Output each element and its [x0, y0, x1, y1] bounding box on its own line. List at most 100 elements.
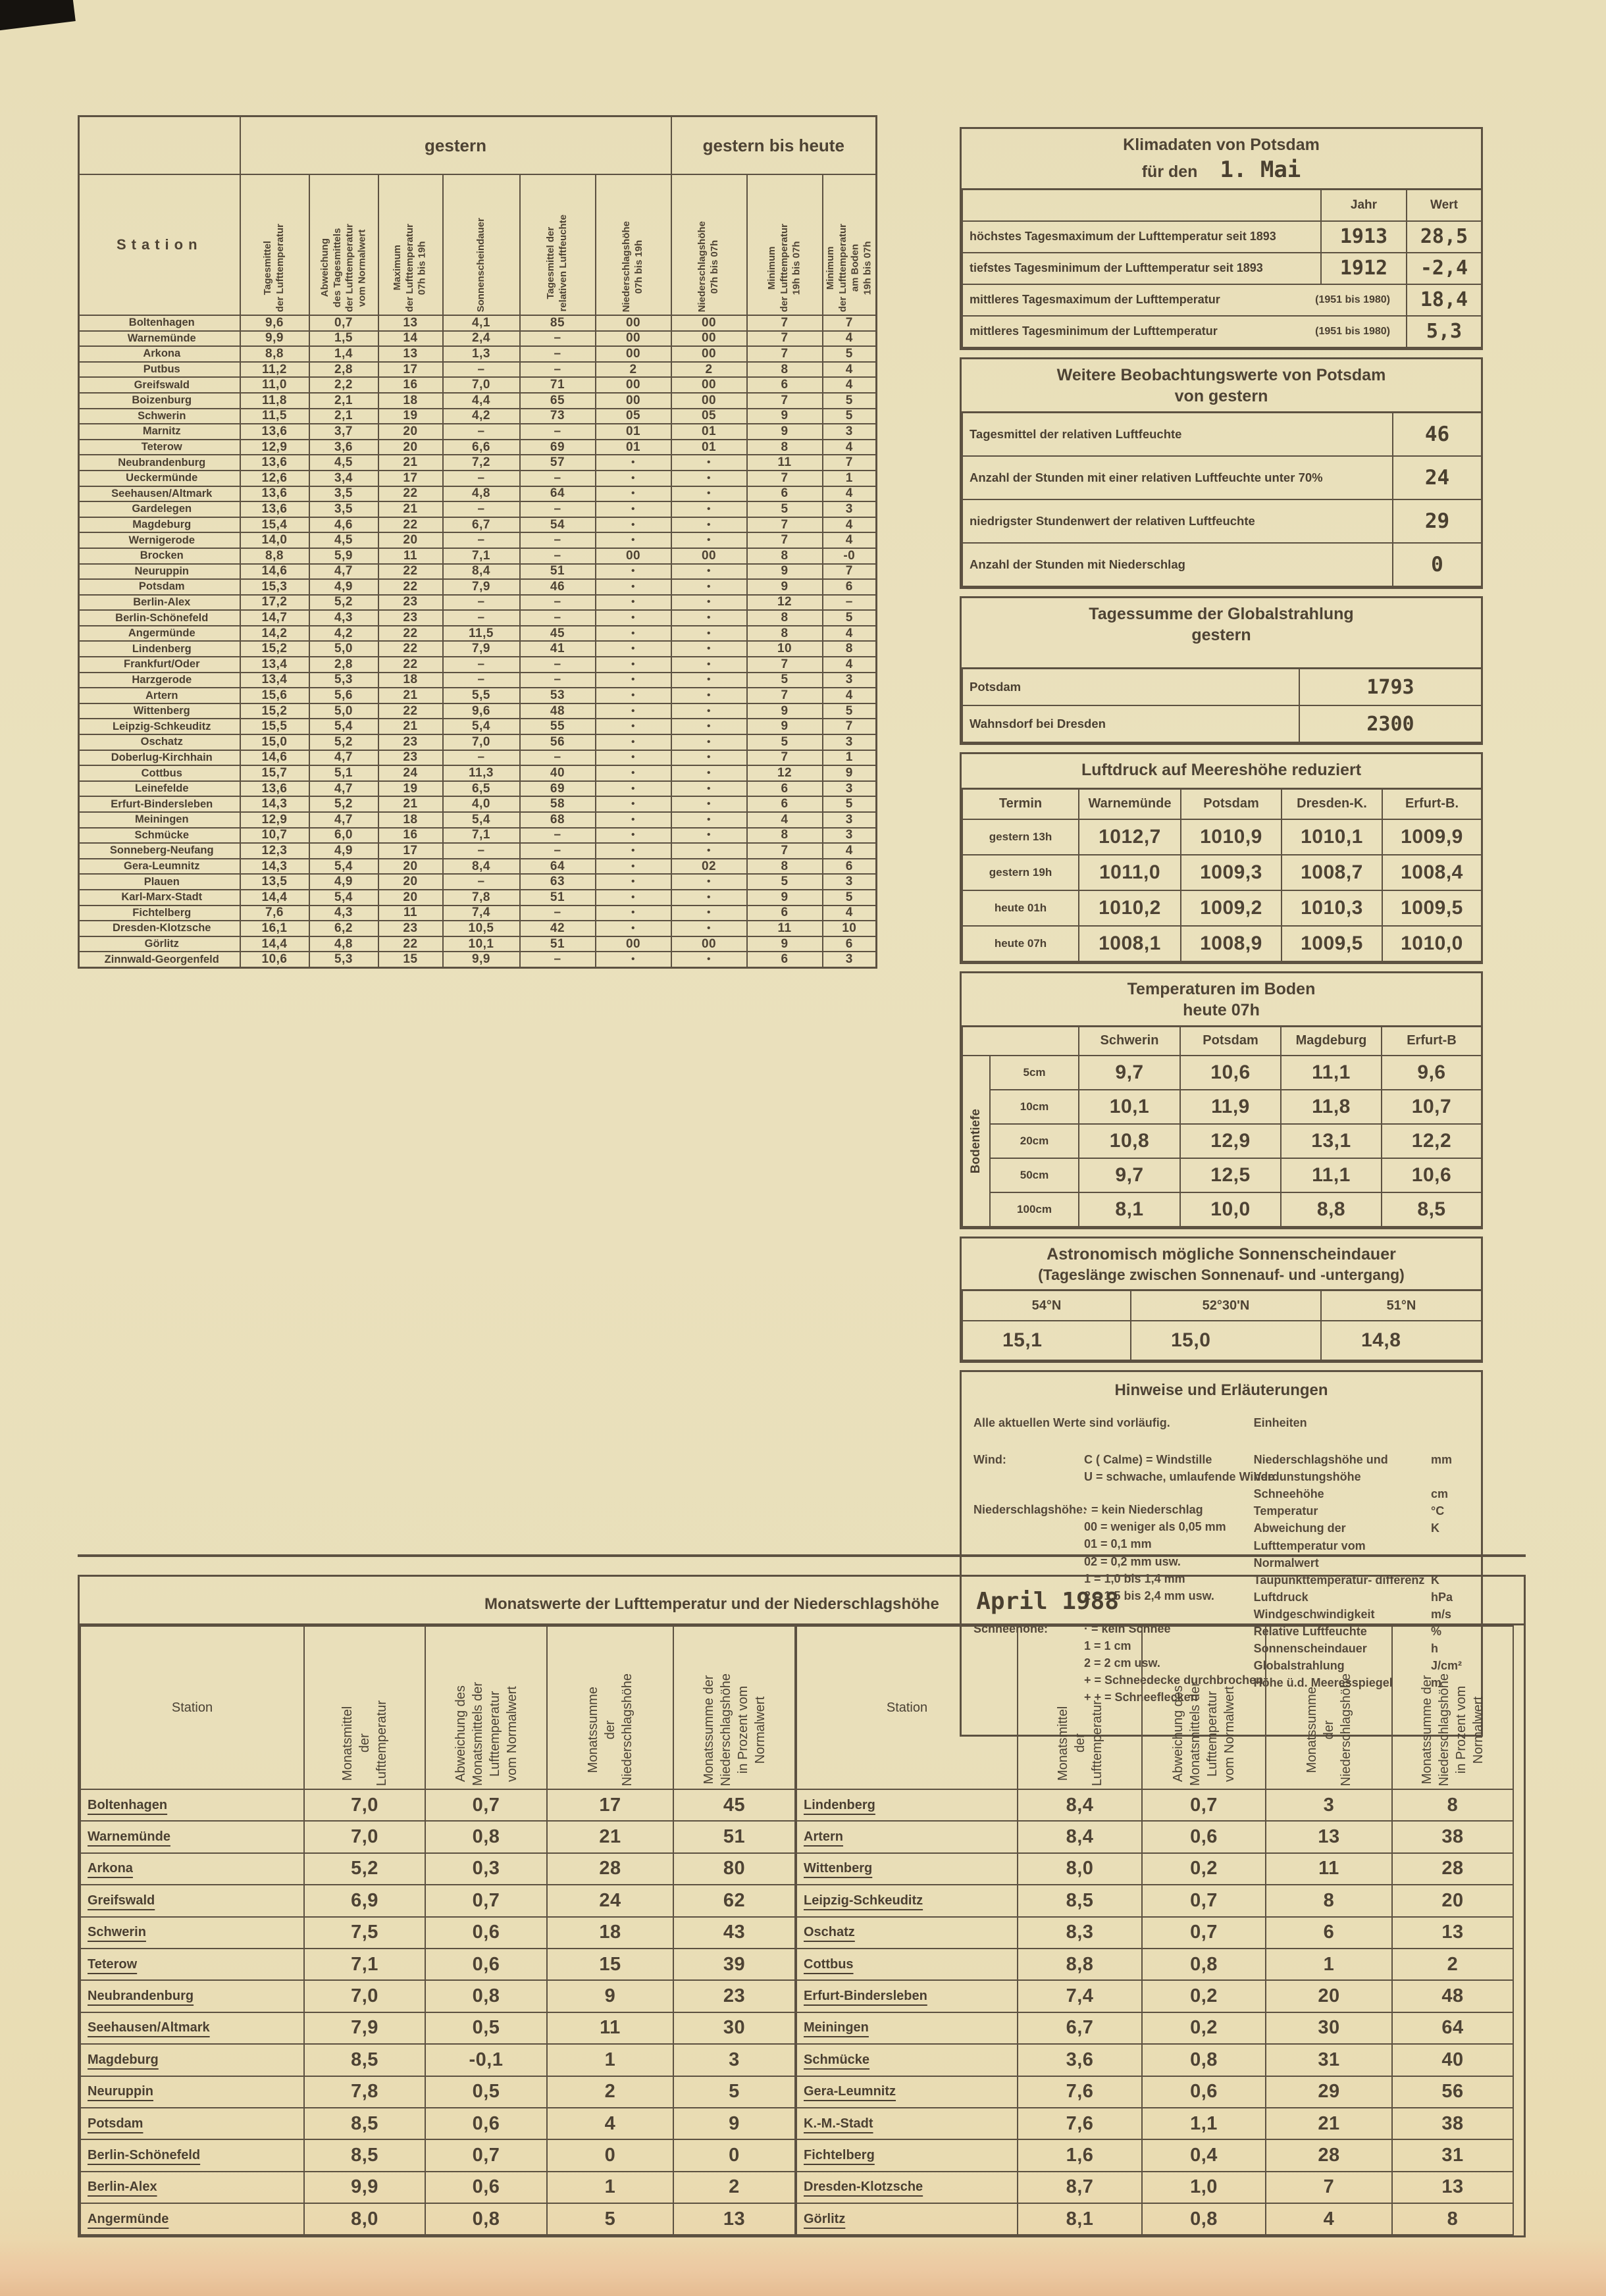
table-row: Meiningen 12,9 4,7 18 5,4 68 • • 4 3 — [78, 811, 877, 829]
value-cell: 13 — [377, 315, 444, 332]
value-cell: 4 — [821, 842, 877, 859]
value-cell: 7,6 — [1017, 2075, 1143, 2108]
globalstrahlung-title: Tagessumme der Globalstrahlung — [1089, 605, 1354, 623]
value-cell: – — [442, 749, 521, 767]
station-cell: Görlitz — [78, 935, 241, 953]
value-cell: 5 — [746, 501, 823, 518]
sonne-header-row: 54°N 52°30'N 51°N — [962, 1289, 1482, 1321]
value-cell: 1,5 — [308, 330, 379, 347]
station-cell: Lindenberg — [78, 640, 241, 658]
value-cell: 62 — [673, 1884, 796, 1918]
observation-label: Anzahl der Stunden mit einer relativen L… — [962, 455, 1393, 500]
value-cell: – — [442, 842, 521, 859]
soil-temp-value: 8,1 — [1078, 1191, 1181, 1227]
pressure-value: 1010,3 — [1281, 889, 1383, 927]
value-cell: • — [670, 873, 748, 890]
value-cell: 11,5 — [239, 407, 310, 425]
soil-temp-value: 10,7 — [1381, 1088, 1482, 1125]
luftdruck-row: gestern 13h 1012,7 1010,9 1010,1 1009,9 — [962, 818, 1482, 855]
value-cell: 5 — [821, 796, 877, 813]
value-cell: • — [670, 811, 748, 829]
value-cell: 6,7 — [1017, 2011, 1143, 2045]
unit-label: Windgeschwindigkeit — [1253, 1607, 1375, 1621]
value-cell: 24 — [377, 765, 444, 782]
unit-symbol: hPa — [1431, 1590, 1453, 1604]
station-cell: Zinnwald-Georgenfeld — [78, 951, 241, 969]
jahr-header: Jahr — [1320, 188, 1407, 222]
value-cell: • — [670, 687, 748, 704]
value-cell: 7 — [746, 469, 823, 487]
value-cell: 18 — [377, 671, 444, 689]
klimadaten-row: tiefstes Tagesminimum der Lufttemperatur… — [962, 251, 1482, 285]
boden-row: 100cm 8,1 10,0 8,8 8,5 — [962, 1191, 1482, 1227]
value-cell: 64 — [1391, 2011, 1514, 2045]
station-cell: Görlitz — [796, 2203, 1018, 2236]
table-row: Potsdam 8,5 0,6 4 9 — [80, 2106, 796, 2141]
value-cell: 0,8 — [425, 2203, 548, 2236]
value-cell: 23 — [377, 920, 444, 937]
value-cell: 28 — [1391, 1852, 1514, 1886]
table-row: Schwerin 11,5 2,1 19 4,2 73 05 05 9 5 — [78, 407, 877, 425]
klimadaten-subtitle: für den 1. Mai — [962, 157, 1481, 188]
value-cell: 8,0 — [1017, 1852, 1143, 1886]
value-cell: 5 — [821, 609, 877, 626]
value-cell: 13,6 — [239, 423, 310, 440]
value-cell: • — [594, 671, 672, 689]
beobachtung-row: niedrigster Stundenwert der relativen Lu… — [962, 499, 1482, 544]
monthly-table-right: Station Monatsmittel der Lufttemperatur Ab… — [796, 1625, 1514, 2236]
pressure-value: 1011,0 — [1078, 854, 1181, 891]
monthly-table-left: Station Monatsmittel der Lufttemperatur Ab… — [80, 1625, 796, 2236]
station-cell: Teterow — [80, 1947, 305, 1981]
value-cell: 9 — [821, 765, 877, 782]
value-cell: • — [594, 780, 672, 798]
value-cell: 0,6 — [425, 1947, 548, 1981]
value-cell: • — [594, 578, 672, 596]
daily-weather-table: gestern gestern bis heute Station Tagesm… — [78, 115, 878, 969]
value-cell: 22 — [377, 656, 444, 673]
value-cell: – — [442, 656, 521, 673]
value-cell: 0,6 — [425, 1916, 548, 1949]
value-cell: 8 — [1391, 2203, 1514, 2236]
einheiten-label: Einheiten — [1253, 1416, 1307, 1429]
value-cell: 5,2 — [308, 796, 379, 813]
table-row: Erfurt-Bindersleben 14,3 5,2 21 4,0 58 • • 6 5 — [78, 796, 877, 813]
value-cell: 8 — [746, 857, 823, 875]
unit-label: Luftdruck — [1253, 1590, 1308, 1604]
table-row: Cottbus 8,8 0,8 1 2 — [796, 1947, 1514, 1981]
value-cell: 11,2 — [239, 361, 310, 378]
value-cell: 23 — [377, 749, 444, 767]
value-cell: • — [594, 857, 672, 875]
sonnenscheindauer-box: Astronomisch mögliche Sonnenscheindauer … — [960, 1236, 1483, 1363]
observation-label: niedrigster Stundenwert der relativen Lu… — [962, 499, 1393, 544]
table-row: Gardelegen 13,6 3,5 21– – • • 5 3 — [78, 501, 877, 518]
station-cell: Artern — [796, 1820, 1018, 1854]
value-cell: 4,5 — [308, 454, 379, 471]
soil-temp-value: 11,9 — [1179, 1088, 1282, 1125]
value-cell: – — [519, 656, 596, 673]
station-cell: Gera-Leumnitz — [796, 2075, 1018, 2108]
record-label-text: mittleres Tagesmaximum der Lufttemperatu… — [970, 293, 1220, 307]
empty-cell — [962, 1025, 1079, 1056]
value-cell: 20 — [1391, 1884, 1514, 1918]
value-cell: 0,8 — [425, 1979, 548, 2013]
value-cell: 4 — [821, 687, 877, 704]
value-cell: 00 — [670, 330, 748, 347]
observation-label: Tagesmittel der relativen Luftfeuchte — [962, 411, 1393, 457]
definition-line: 01 = 0,1 mm — [1084, 1537, 1152, 1551]
value-cell: 71 — [519, 376, 596, 394]
klimadaten-header-row: Jahr Wert — [962, 188, 1482, 222]
station-cell: Gera-Leumnitz — [78, 857, 241, 875]
station-cell: Schwerin — [80, 1916, 305, 1949]
value-cell: 17 — [546, 1788, 674, 1822]
value-cell: – — [519, 609, 596, 626]
monthly-left-header-row: Station Monatsmittel der Lufttemperatur Ab… — [80, 1625, 796, 1790]
station-cell: Frankfurt/Oder — [78, 656, 241, 673]
value-cell: 51 — [519, 563, 596, 580]
value-cell: – — [442, 532, 521, 549]
station-cell: Schwerin — [78, 407, 241, 425]
value-cell: 21 — [377, 454, 444, 471]
value-cell: 4,5 — [308, 532, 379, 549]
unit-item: Luftdruck hPa — [1254, 1589, 1469, 1606]
value-cell: 7 — [1265, 2170, 1393, 2205]
monthly-section: Monatswerte der Lufttemperatur und der N… — [78, 1554, 1526, 2238]
